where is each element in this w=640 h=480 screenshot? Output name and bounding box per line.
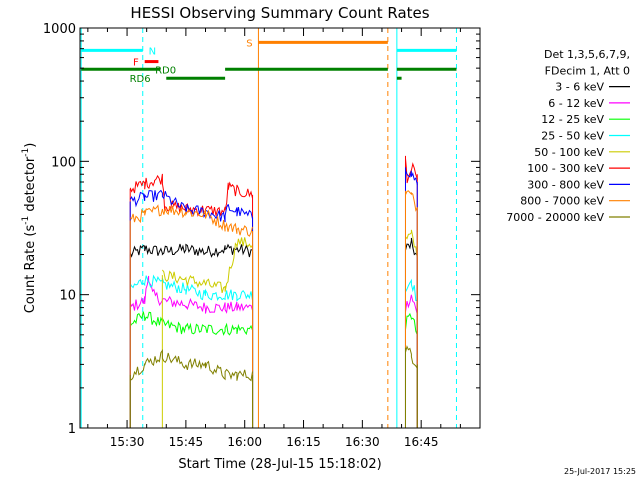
x-tick-label-4: 16:30	[345, 435, 380, 449]
x-tick-label-2: 16:00	[227, 435, 262, 449]
legend-entry-5: 100 - 300 keV	[527, 162, 604, 175]
series-2-segment-1	[405, 312, 418, 336]
series-7-segment-1	[405, 190, 418, 212]
series-0-segment-0	[129, 243, 253, 258]
legend-header-1: FDecim 1, Att 0	[545, 64, 630, 77]
legend-entry-4: 50 - 100 keV	[534, 146, 604, 159]
y-axis-label-part1: Count Rate (s	[23, 225, 38, 314]
legend-entry-7: 800 - 7000 keV	[520, 195, 604, 208]
y-tick-label-3: 1000	[43, 22, 76, 37]
series-1-segment-1	[405, 294, 418, 315]
series-4	[161, 229, 418, 428]
axis-layer: 15:30 15:45 16:00 16:15 16:30 16:45 1 10 100 1000	[43, 22, 480, 449]
x-tick-label-1: 15:45	[169, 435, 204, 449]
series-0	[129, 237, 418, 428]
flag-label-f: F	[133, 58, 139, 69]
y-tick-label-0: 1	[68, 422, 76, 437]
x-tick-label-5: 16:45	[404, 435, 439, 449]
series-3-segment-0	[129, 274, 253, 302]
legend-entry-1: 6 - 12 keV	[548, 97, 604, 110]
series-3-segment-1	[405, 278, 418, 301]
flag-label-rd0: RD0	[155, 65, 176, 76]
legend-entry-0: 3 - 6 keV	[555, 81, 604, 94]
x-tick-label-0: 15:30	[110, 435, 145, 449]
legend: Det 1,3,5,6,7,9, FDecim 1, Att 0 3 - 6 keV…	[506, 48, 630, 224]
series-0-segment-1	[405, 237, 418, 256]
y-axis-label-part3: )	[23, 143, 38, 148]
series-6-segment-1	[405, 170, 418, 185]
series-7-segment-0	[129, 204, 253, 237]
chart-title: HESSI Observing Summary Count Rates	[130, 4, 429, 22]
x-tick-label-3: 16:15	[286, 435, 321, 449]
flag-label-s: S	[246, 38, 252, 49]
legend-header-0: Det 1,3,5,6,7,9,	[544, 48, 630, 61]
series-5-segment-1	[405, 158, 418, 184]
series-8	[129, 345, 418, 428]
y-tick-label-2: 100	[51, 155, 76, 170]
data-layer: N S F RD0 RD6	[80, 28, 457, 428]
series-3	[129, 274, 418, 428]
y-axis-label-part2: detector	[23, 156, 38, 216]
y-axis-label: Count Rate (s-1 detector-1)	[21, 143, 38, 314]
y-axis-label-sup1: -1	[21, 216, 31, 225]
legend-entry-2: 12 - 25 keV	[541, 113, 604, 126]
y-tick-label-1: 10	[59, 289, 76, 304]
series-4-segment-1	[405, 229, 418, 260]
series-2	[129, 311, 418, 428]
y-axis-label-sup2: -1	[21, 148, 31, 157]
series-8-segment-1	[405, 345, 418, 369]
series-2-segment-0	[129, 311, 253, 336]
x-axis-label: Start Time (28-Jul-15 15:18:02)	[178, 457, 381, 472]
series-6-segment-0	[129, 189, 253, 223]
series-6	[129, 167, 418, 428]
footer-date: 25-Jul-2017 15:25	[564, 467, 636, 476]
series-4-segment-0	[161, 237, 253, 294]
flag-label-n: N	[149, 46, 156, 57]
plot-frame	[79, 27, 481, 429]
series-5	[129, 155, 418, 428]
series-8-segment-0	[130, 348, 253, 382]
legend-entry-3: 25 - 50 keV	[541, 130, 604, 143]
legend-entry-6: 300 - 800 keV	[527, 178, 604, 191]
series-7	[129, 190, 418, 428]
flag-label-rd6: RD6	[130, 74, 151, 85]
legend-entry-8: 7000 - 20000 keV	[506, 211, 604, 224]
series-1	[129, 275, 418, 428]
